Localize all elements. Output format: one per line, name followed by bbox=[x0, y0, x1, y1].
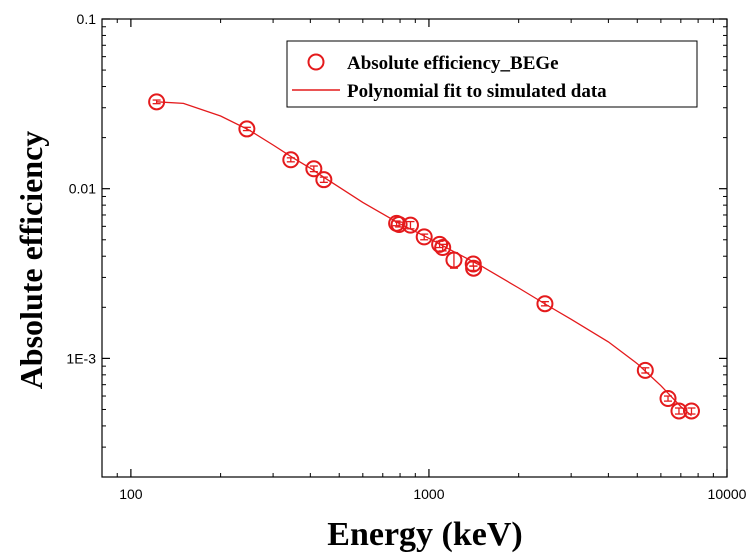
x-axis-title: Energy (keV) bbox=[327, 516, 522, 553]
data-points-layer bbox=[148, 93, 700, 420]
data-point-marker bbox=[315, 171, 333, 189]
data-point bbox=[238, 120, 256, 138]
data-point-marker bbox=[536, 295, 554, 313]
data-point bbox=[536, 295, 554, 313]
data-point-marker bbox=[670, 402, 688, 420]
data-point bbox=[315, 171, 333, 189]
legend: Absolute efficiency_BEGe Polynomial fit … bbox=[286, 40, 698, 108]
plot-frame bbox=[101, 18, 728, 478]
data-point-marker bbox=[659, 390, 677, 408]
data-point bbox=[305, 160, 323, 178]
data-point-marker bbox=[682, 402, 700, 420]
data-point-marker bbox=[305, 160, 323, 178]
data-point bbox=[282, 151, 300, 169]
data-point bbox=[401, 216, 419, 234]
data-point-marker bbox=[282, 151, 300, 169]
legend-label-data: Absolute efficiency_BEGe bbox=[347, 53, 559, 74]
fit-curve-layer bbox=[156, 101, 692, 417]
legend-box bbox=[286, 40, 698, 108]
y-tick-label: 0.01 bbox=[69, 181, 96, 197]
data-point bbox=[415, 228, 433, 246]
data-point-marker bbox=[431, 235, 449, 253]
data-point-marker bbox=[636, 361, 654, 379]
data-point-marker bbox=[434, 239, 452, 257]
data-point bbox=[390, 216, 408, 234]
data-point bbox=[659, 390, 677, 408]
data-point-marker bbox=[238, 120, 256, 138]
x-tick-label: 1000 bbox=[413, 486, 444, 502]
data-point bbox=[434, 239, 452, 257]
fit-curve-line bbox=[156, 101, 692, 417]
y-axis-title: Absolute efficiency bbox=[13, 131, 49, 390]
data-point-marker bbox=[390, 216, 408, 234]
y-tick-label: 1E-3 bbox=[66, 350, 96, 366]
data-point-marker bbox=[415, 228, 433, 246]
data-point-marker bbox=[465, 259, 483, 277]
data-point bbox=[465, 259, 483, 277]
data-point-marker bbox=[401, 216, 419, 234]
data-point bbox=[445, 251, 463, 269]
data-point bbox=[636, 361, 654, 379]
data-point-marker bbox=[148, 93, 166, 111]
axis-ticks-layer: 100 1000 10000 1E-3 0.01 0.1 bbox=[66, 11, 746, 502]
legend-label-fit: Polynomial fit to simulated data bbox=[347, 81, 607, 102]
data-point bbox=[148, 93, 166, 111]
legend-marker-circle bbox=[307, 53, 325, 71]
y-tick-label: 0.1 bbox=[77, 11, 97, 27]
x-tick-label: 100 bbox=[119, 486, 143, 502]
data-point-marker bbox=[445, 251, 463, 269]
data-point bbox=[670, 402, 688, 420]
data-point bbox=[682, 402, 700, 420]
x-tick-label: 10000 bbox=[708, 486, 747, 502]
